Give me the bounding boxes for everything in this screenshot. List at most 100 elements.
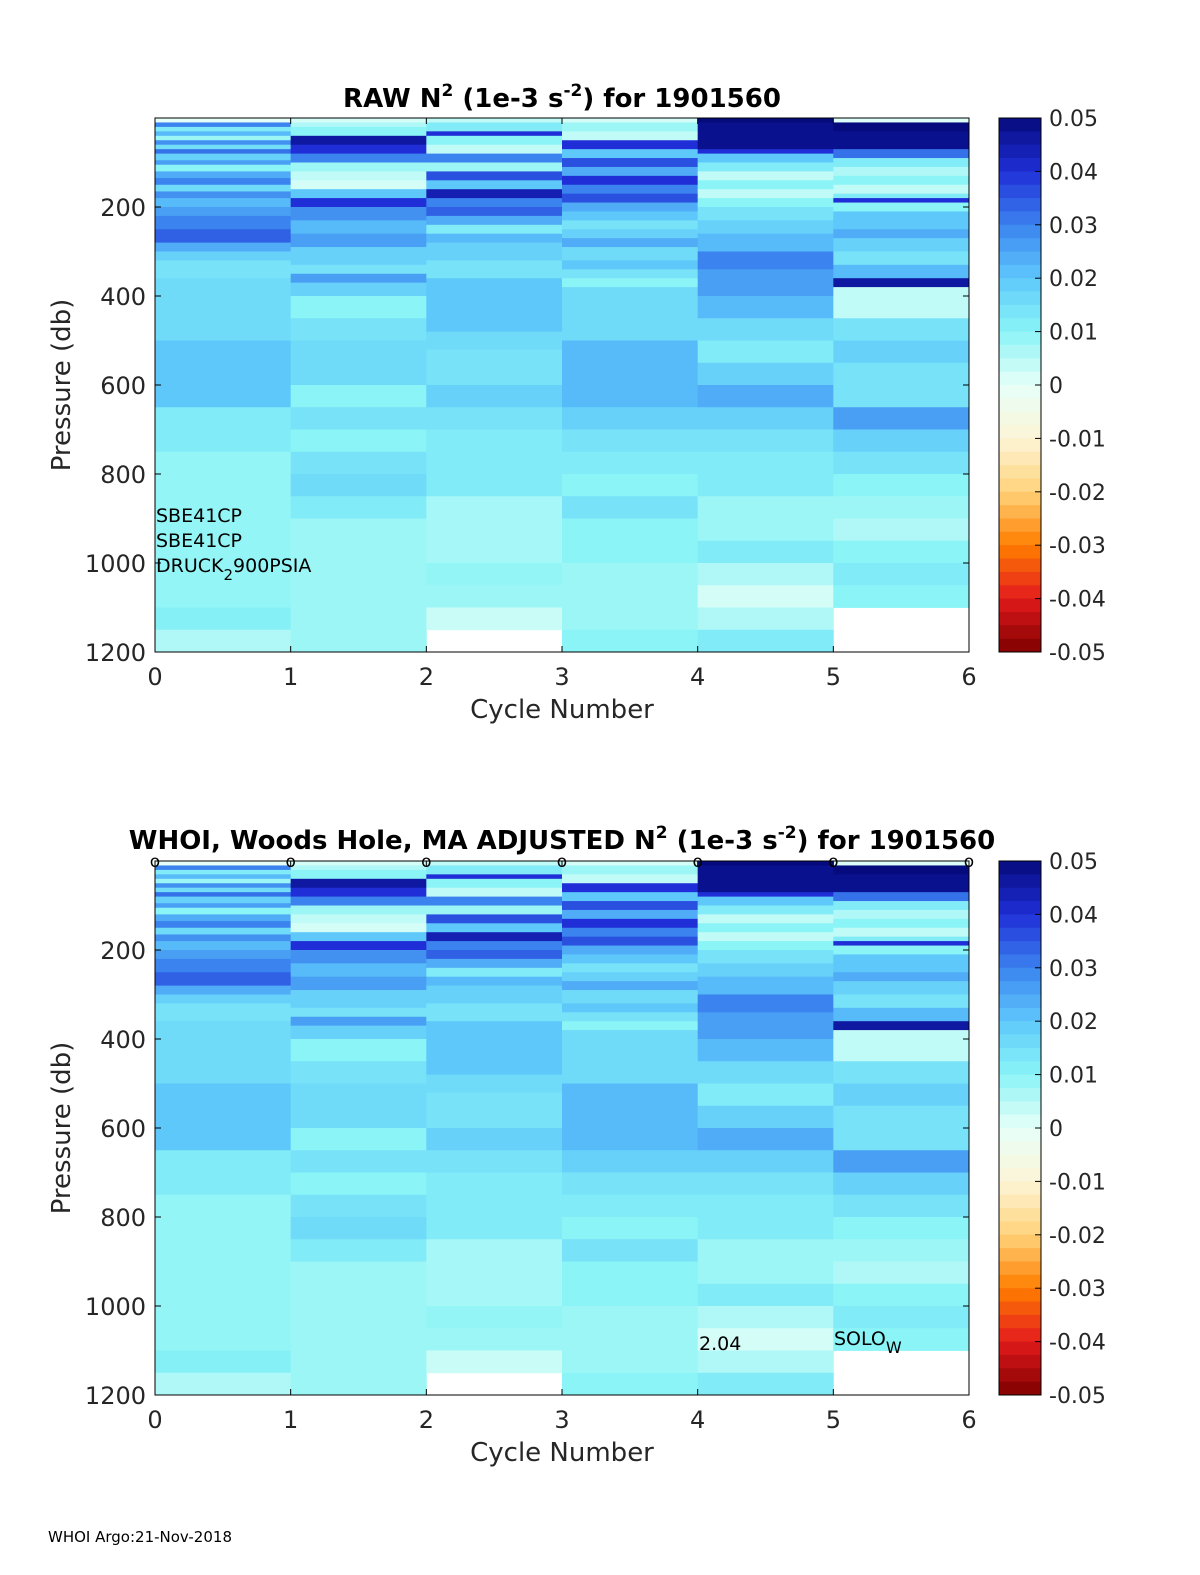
heatmap-cell [562, 1021, 699, 1031]
heatmap-cell [426, 1172, 563, 1240]
colorbar-swatch [999, 304, 1041, 319]
x-tick-label: 1 [283, 663, 298, 691]
heatmap-cell [155, 149, 292, 154]
heatmap-cell [562, 202, 699, 212]
heatmap-cell [697, 1128, 834, 1151]
heatmap-cell [290, 861, 427, 866]
heatmap-cell [155, 278, 292, 341]
colorbar-swatch [999, 1274, 1041, 1289]
sensor-annotation-1: SBE41CP [156, 505, 242, 527]
colorbar-tick-label: -0.04 [1049, 1331, 1106, 1356]
heatmap-cell [155, 131, 292, 137]
heatmap-cell [833, 429, 970, 453]
heatmap-cell [562, 909, 699, 920]
heatmap-cell [697, 629, 834, 653]
colorbar-swatch [999, 1181, 1041, 1196]
heatmap-cell [833, 1194, 970, 1218]
colorbar-swatch [999, 1074, 1041, 1089]
y-tick-label: 1200 [85, 1382, 146, 1410]
colorbar-swatch [999, 438, 1041, 453]
heatmap-cell [833, 1030, 970, 1062]
colorbar-swatch [999, 571, 1041, 586]
heatmap-cell [697, 362, 834, 386]
heatmap-cell [290, 429, 427, 453]
heatmap-cell [833, 362, 970, 408]
heatmap-cell [562, 140, 699, 150]
colorbar-swatch [999, 901, 1041, 915]
heatmap-cell [562, 1172, 699, 1196]
heatmap-cell [697, 563, 834, 586]
colorbar-tick-label: -0.01 [1049, 427, 1106, 452]
colorbar-swatch [999, 1328, 1041, 1342]
colorbar-swatch [999, 371, 1041, 386]
heatmap-cell [155, 887, 292, 893]
heatmap-cell [562, 149, 699, 159]
x-tick-label: 6 [961, 663, 976, 691]
heatmap-cell [697, 905, 834, 915]
heatmap-cell [697, 429, 834, 453]
heatmap-cell [697, 340, 834, 364]
heatmap-cell [562, 865, 699, 875]
heatmap-cell [833, 131, 970, 150]
heatmap-cell [697, 153, 834, 163]
colorbar-tick-label: 0.03 [1049, 957, 1098, 982]
heatmap-cell [155, 1372, 292, 1396]
heatmap-cell [833, 1150, 970, 1173]
heatmap-cell [697, 1012, 834, 1040]
colorbar-tick-label: 0.01 [1049, 1064, 1098, 1089]
colorbar-swatch [999, 545, 1041, 559]
heatmap-cell [562, 229, 699, 239]
heatmap-cell [833, 994, 970, 1009]
heatmap-cell [833, 518, 970, 542]
heatmap-cell [562, 1150, 699, 1173]
colorbar-swatch [999, 1114, 1041, 1129]
colorbar-swatch [999, 1354, 1041, 1369]
colorbar-swatch [999, 251, 1041, 266]
heatmap-cell [833, 1306, 970, 1329]
colorbar-swatch [999, 1381, 1041, 1396]
colorbar-swatch [999, 1341, 1041, 1356]
colorbar-tick-label: 0.02 [1049, 1010, 1098, 1035]
heatmap-cell [833, 1239, 970, 1262]
heatmap-cell [833, 211, 970, 230]
heatmap-cell [562, 963, 699, 973]
heatmap-cell [426, 1328, 563, 1351]
heatmap-cell [290, 180, 427, 190]
colorbar-swatch [999, 874, 1041, 889]
x-tick-label: 6 [961, 1406, 976, 1434]
heatmap-cell [155, 914, 292, 922]
heatmap-cell [697, 941, 834, 951]
heatmap-cell [697, 1283, 834, 1307]
heatmap-cell [833, 585, 970, 608]
colorbar-tick-label: 0 [1049, 1117, 1063, 1142]
heatmap-cell [562, 211, 699, 221]
heatmap-cell [426, 1239, 563, 1307]
heatmap-cell [562, 1372, 699, 1396]
adjusted-heatmap-cells [155, 861, 970, 1396]
heatmap-cell [562, 451, 699, 475]
heatmap-cell [697, 540, 834, 564]
heatmap-cell [697, 1083, 834, 1107]
colorbar-swatch [999, 158, 1041, 172]
heatmap-cell [562, 158, 699, 168]
heatmap-cell [833, 287, 970, 319]
colorbar-swatch [999, 638, 1041, 653]
heatmap-cell [155, 1021, 292, 1084]
heatmap-cell [155, 144, 292, 150]
heatmap-cell [426, 967, 563, 978]
colorbar-swatch [999, 478, 1041, 493]
heatmap-cell [155, 164, 292, 172]
heatmap-cell [426, 1150, 563, 1173]
x-tick-label: 0 [147, 663, 162, 691]
heatmap-cell [290, 247, 427, 266]
raw-y-axis-ticks: 200 400 600 800 1000 1200 [85, 194, 969, 667]
heatmap-cell [833, 540, 970, 564]
heatmap-cell [426, 1092, 563, 1129]
heatmap-cell [155, 135, 292, 141]
heatmap-cell [155, 903, 292, 909]
heatmap-cell [833, 941, 970, 946]
colorbar-swatch [999, 184, 1041, 199]
heatmap-cell [290, 905, 427, 915]
colorbar-swatch [999, 291, 1041, 306]
heatmap-cell [833, 874, 970, 893]
